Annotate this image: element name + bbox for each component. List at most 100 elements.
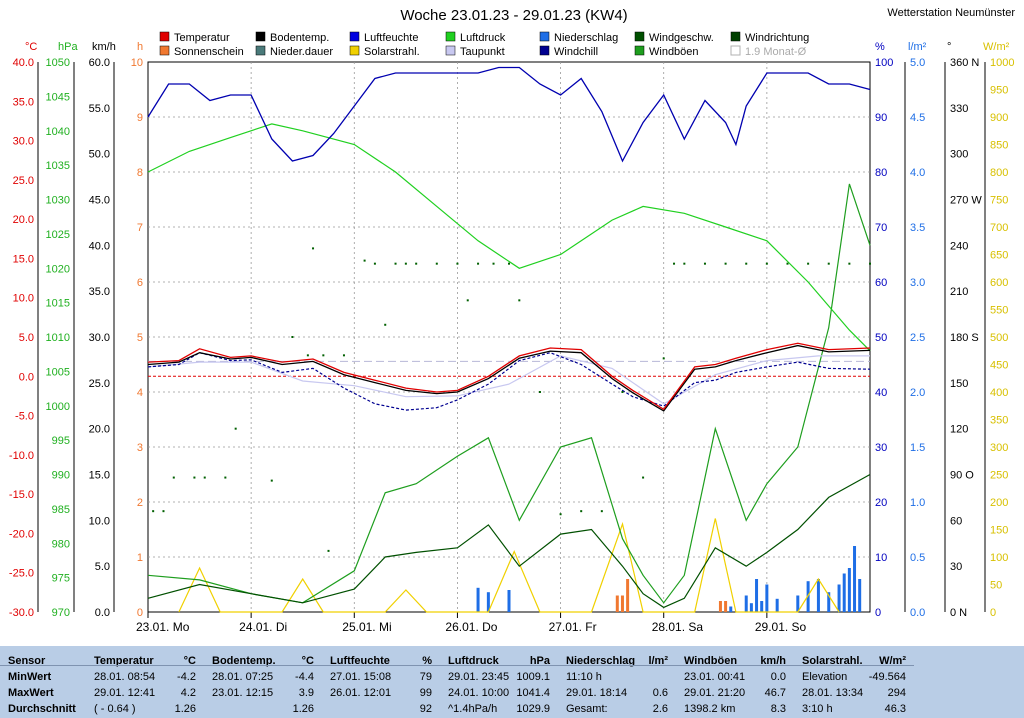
axis-tick-wind: 10.0 [89,515,110,527]
series-solar [178,518,840,613]
axis-tick-solar: 50 [990,580,1002,592]
axis-tick-pressure: 1015 [46,298,70,310]
axis-tick-temp: 30.0 [13,136,34,148]
wind-direction-point [683,262,686,265]
series-humidity [147,66,871,163]
legend-swatch [255,45,266,56]
series-pressure [147,123,871,352]
axis-unit-winddir: ° [947,41,951,53]
axis-tick-rain: 3.0 [910,277,925,289]
axis-tick-sun: 5 [137,332,143,344]
stats-cell-label: 29.01. 21:20 [684,687,746,699]
legend-label: Windchill [554,46,598,58]
axis-tick-wind: 40.0 [89,240,110,252]
wind-direction-point [306,354,309,357]
x-tick-label: 24.01. Di [239,620,287,634]
legend-swatch [445,45,456,56]
axis-tick-rain: 2.0 [910,387,925,399]
sunshine-bar [724,601,728,612]
rain-bar [744,595,748,612]
axis-unit-wind: km/h [92,41,116,53]
rain-bar [760,601,764,612]
axis-tick-winddir: 0 N [950,607,967,619]
stats-col-luftdruck: Luftdruck hPa 29.01. 23:45 1009.1 24.01. 10:… [440,646,559,718]
axis-tick-temp: 10.0 [13,293,34,305]
axis-tick-temp: 25.0 [13,175,34,187]
legend-label: Windrichtung [745,32,809,44]
stats-cell-value: 92 [419,703,432,715]
stats-header: Luftdruck [448,655,499,667]
axis-tick-solar: 300 [990,442,1008,454]
stats-col-bodentemp: Bodentemp. °C 28.01. 07:25 -4.4 23.01. 12:15… [204,646,323,718]
rain-bar [486,592,490,612]
stats-header: Bodentemp. [212,655,276,667]
axis-tick-rain: 4.5 [910,112,925,124]
legend-label: Windböen [649,46,699,58]
axis-tick-humidity: 20 [875,497,887,509]
stats-cell-value: 99 [419,687,432,699]
axis-tick-temp: -5.0 [15,411,34,423]
axis-unit-sun: h [137,41,143,53]
weather-chart: Woche 23.01.23 - 29.01.23 (KW4) Wetterst… [8,7,1016,634]
axis-tick-rain: 0.0 [910,607,925,619]
axis-tick-winddir: 240 [950,240,968,252]
legend-swatch [445,31,456,42]
wind-direction-point [724,262,727,265]
stats-cell-label: 29.01. 12:41 [94,687,156,699]
stats-label-avg: Durchschnitt [8,703,76,715]
series-wind-gusts [147,183,871,604]
axis-tick-winddir: 60 [950,515,962,527]
stats-col-temperatur: Temperatur °C 28.01. 08:54 -4.2 29.01. 12:41… [86,646,205,718]
legend-label: Temperatur [174,32,230,44]
stats-cell-value: 0.0 [770,671,786,683]
axis-tick-humidity: 50 [875,332,887,344]
wind-direction-point [270,479,273,482]
axis-tick-pressure: 995 [52,435,70,447]
stats-cell-label: ^1.4hPa/h [448,703,498,715]
wind-direction-point [291,336,294,338]
stats-cell-value: -4.4 [295,671,314,683]
stats-cell-label: ( - 0.64 ) [94,703,136,715]
rain-bar [775,598,779,612]
axis-tick-winddir: 120 [950,424,968,436]
stats-cell-value: 0.6 [652,687,668,699]
stats-cell-label: Gesamt: [566,703,608,715]
stats-cell-value: 2.6 [652,703,668,715]
axis-tick-sun: 2 [137,497,143,509]
axis-tick-humidity: 40 [875,387,887,399]
axis-tick-pressure: 985 [52,504,70,516]
axis-unit-rain: l/m² [908,41,927,53]
stats-cell-value: 1009.1 [516,671,550,683]
axis-tick-humidity: 0 [875,607,881,619]
legend-swatch [349,31,360,42]
series-layer [147,66,871,613]
legend-label: Nieder.dauer [270,46,333,58]
axis-tick-temp: 35.0 [13,96,34,108]
legend-label: 1.9 Monat-Ø [745,46,807,58]
axis-tick-wind: 45.0 [89,195,110,207]
x-tick-label: 27.01. Fr [549,620,597,634]
series-ground-temp [147,344,871,412]
axis-tick-winddir: 180 S [950,332,979,344]
stats-header-sensor: Sensor [8,655,46,667]
axis-tick-pressure: 1020 [46,263,70,275]
axis-tick-solar: 450 [990,360,1008,372]
axis-tick-pressure: 1045 [46,91,70,103]
stats-cell-label: 23.01. 12:15 [212,687,274,699]
axis-tick-temp: 5.0 [19,332,34,344]
wind-direction-point [435,262,438,265]
axis-tick-temp: -25.0 [9,568,34,580]
axis-tick-winddir: 30 [950,561,962,573]
wind-direction-point [580,510,583,513]
axis-tick-solar: 150 [990,525,1008,537]
stats-cell-label: 29.01. 23:45 [448,671,510,683]
stats-cell-label: 1398.2 km [684,703,736,715]
stats-header-unit: l/m² [648,655,668,667]
stats-header: Solarstrahl. [802,655,863,667]
wind-direction-point [703,262,706,265]
axis-tick-wind: 55.0 [89,103,110,115]
axis-tick-wind: 50.0 [89,149,110,161]
axis-tick-sun: 6 [137,277,143,289]
rain-bar [507,590,511,612]
axis-tick-temp: -20.0 [9,528,34,540]
